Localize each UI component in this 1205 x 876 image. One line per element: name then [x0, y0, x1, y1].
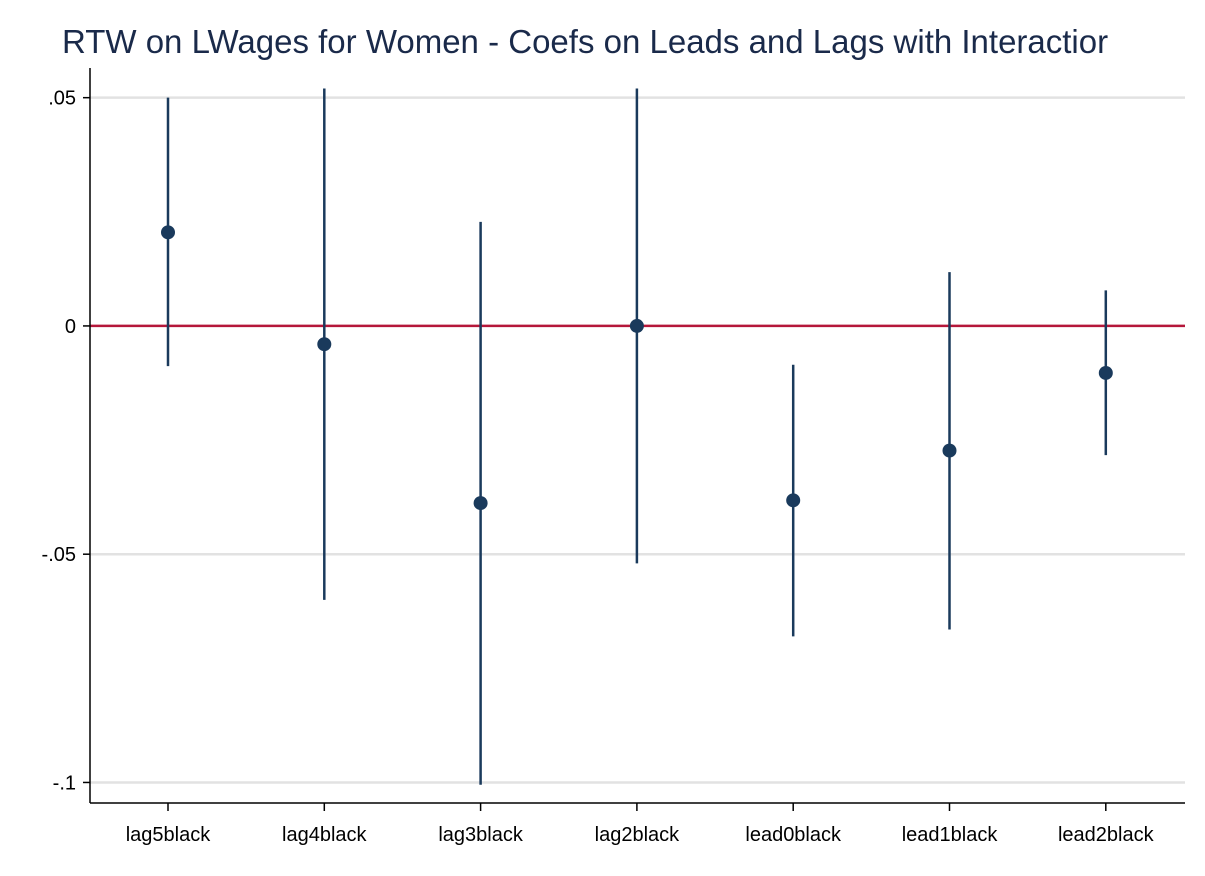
x-tick-label: lead2black — [1058, 824, 1155, 846]
x-tick-label: lead1black — [902, 824, 999, 846]
y-tick-label: -.1 — [53, 772, 76, 794]
y-tick-labels: .05 0 -.05 -.1 — [42, 88, 76, 795]
point-estimate — [473, 496, 488, 511]
x-tick-label: lead0black — [745, 824, 842, 846]
axes — [83, 68, 1185, 811]
chart-title: RTW on LWages for Women - Coefs on Leads… — [62, 23, 1109, 60]
x-tick-label: lag5black — [126, 824, 212, 846]
point-estimate — [1098, 365, 1113, 380]
x-tick-label: lag3black — [438, 824, 524, 846]
y-tick-label: 0 — [65, 316, 76, 338]
x-tick-label: lag4black — [282, 824, 368, 846]
y-tick-label: .05 — [48, 88, 76, 110]
point-estimates — [161, 225, 1113, 511]
point-estimate — [786, 493, 801, 508]
point-estimate — [161, 225, 175, 240]
confidence-intervals — [166, 88, 1108, 785]
point-estimate — [942, 443, 957, 458]
y-tick-label: -.05 — [42, 544, 76, 566]
point-estimate — [629, 318, 644, 333]
x-tick-label: lag2black — [595, 824, 681, 846]
point-estimate — [317, 337, 332, 352]
x-tick-labels: lag5black lag4black lag3black lag2black lead… — [126, 824, 1155, 846]
